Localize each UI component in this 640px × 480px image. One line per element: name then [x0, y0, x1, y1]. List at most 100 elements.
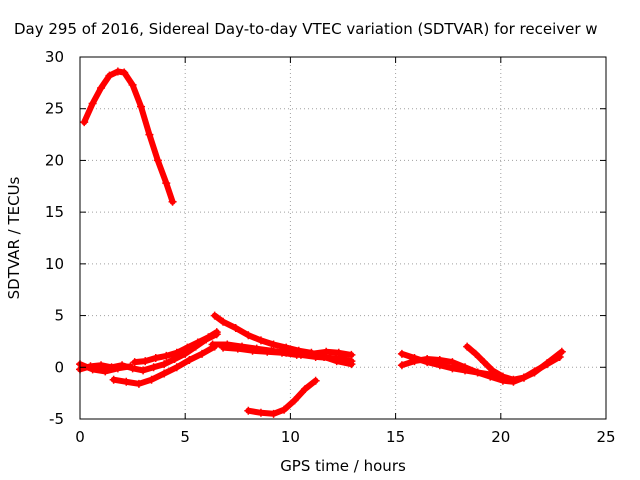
data-point	[292, 350, 301, 359]
y-tick-label: 10	[45, 255, 64, 273]
data-point	[80, 118, 89, 127]
data-point	[122, 377, 131, 386]
data-point	[97, 84, 106, 93]
data-point	[473, 368, 482, 377]
data-point	[248, 346, 257, 355]
data-point	[219, 317, 228, 326]
data-point	[160, 360, 169, 369]
data-point	[290, 396, 299, 405]
data-point	[498, 372, 507, 381]
data-point	[334, 348, 343, 357]
data-point	[509, 375, 518, 384]
data-point	[130, 358, 139, 367]
data-point	[256, 336, 265, 345]
data-point	[113, 364, 122, 373]
data-point	[113, 67, 122, 76]
data-point	[471, 349, 480, 358]
data-point	[172, 348, 181, 357]
data-point	[244, 331, 253, 340]
data-point	[231, 323, 240, 332]
data-point	[326, 353, 335, 362]
data-point	[256, 408, 265, 417]
data-point	[347, 350, 356, 359]
data-point	[397, 361, 406, 370]
series-arc-9	[244, 376, 320, 418]
data-point	[530, 368, 539, 377]
x-tick-label: 0	[75, 428, 85, 446]
data-point	[88, 365, 97, 374]
x-tick-label: 15	[386, 428, 405, 446]
x-tick-label: 25	[596, 428, 615, 446]
y-tick-label: -5	[49, 410, 64, 428]
series-arc-12	[463, 342, 566, 384]
data-point	[168, 197, 177, 206]
data-point	[145, 130, 154, 139]
data-point	[463, 342, 472, 351]
data-point	[519, 373, 528, 382]
data-point	[134, 379, 143, 388]
data-point	[151, 353, 160, 362]
data-point	[120, 68, 129, 77]
series-arc-1	[80, 67, 177, 206]
series-arc-5	[130, 328, 221, 367]
data-point	[410, 353, 419, 362]
axis-ticks: 0 5 10 15 20 25 -5 0 5 10 15 20 25 30	[45, 48, 616, 446]
plot-frame	[79, 56, 607, 420]
data-point	[204, 333, 213, 342]
data-point	[301, 385, 310, 394]
data-point	[128, 80, 137, 89]
data-point	[105, 71, 114, 80]
series-arc-11	[397, 349, 495, 379]
data-point	[137, 102, 146, 111]
data-point	[147, 375, 156, 384]
y-tick-label: 0	[54, 358, 64, 376]
data-point	[101, 367, 110, 376]
series-line	[464, 343, 565, 383]
x-tick-label: 10	[281, 428, 300, 446]
data-point	[208, 340, 217, 349]
data-point	[435, 361, 444, 370]
series-line	[81, 68, 176, 205]
data-point	[172, 363, 181, 372]
data-point	[488, 366, 497, 375]
data-point	[263, 347, 272, 356]
data-point	[233, 344, 242, 353]
data-point	[479, 358, 488, 367]
data-point	[153, 156, 162, 165]
data-point	[322, 347, 331, 356]
series-line	[220, 344, 355, 358]
data-point	[219, 343, 228, 352]
data-point	[162, 351, 171, 360]
data-point	[557, 347, 566, 356]
data-point	[280, 405, 289, 414]
series-arc-3	[76, 360, 135, 376]
x-tick-label: 5	[180, 428, 190, 446]
grid	[80, 57, 606, 419]
x-tick-label: 20	[491, 428, 510, 446]
data-point	[423, 358, 432, 367]
data-point	[307, 349, 316, 358]
data-point	[461, 366, 470, 375]
series-layer	[76, 67, 566, 418]
data-point	[160, 369, 169, 378]
data-point	[141, 357, 150, 366]
data-point	[212, 328, 221, 337]
data-point	[244, 406, 253, 415]
data-point	[277, 348, 286, 357]
data-point	[139, 366, 148, 375]
data-point	[397, 349, 406, 358]
y-axis-label: SDTVAR / TECUs	[5, 176, 23, 299]
y-tick-label: 5	[54, 307, 64, 325]
data-point	[109, 375, 118, 384]
data-point	[126, 362, 135, 371]
data-point	[448, 364, 457, 373]
data-point	[543, 359, 552, 368]
series-arc-8	[219, 343, 356, 359]
data-point	[311, 376, 320, 385]
y-tick-label: 15	[45, 203, 64, 221]
y-tick-label: 30	[45, 48, 64, 66]
data-point	[185, 356, 194, 365]
data-point	[149, 363, 158, 372]
data-point	[198, 349, 207, 358]
